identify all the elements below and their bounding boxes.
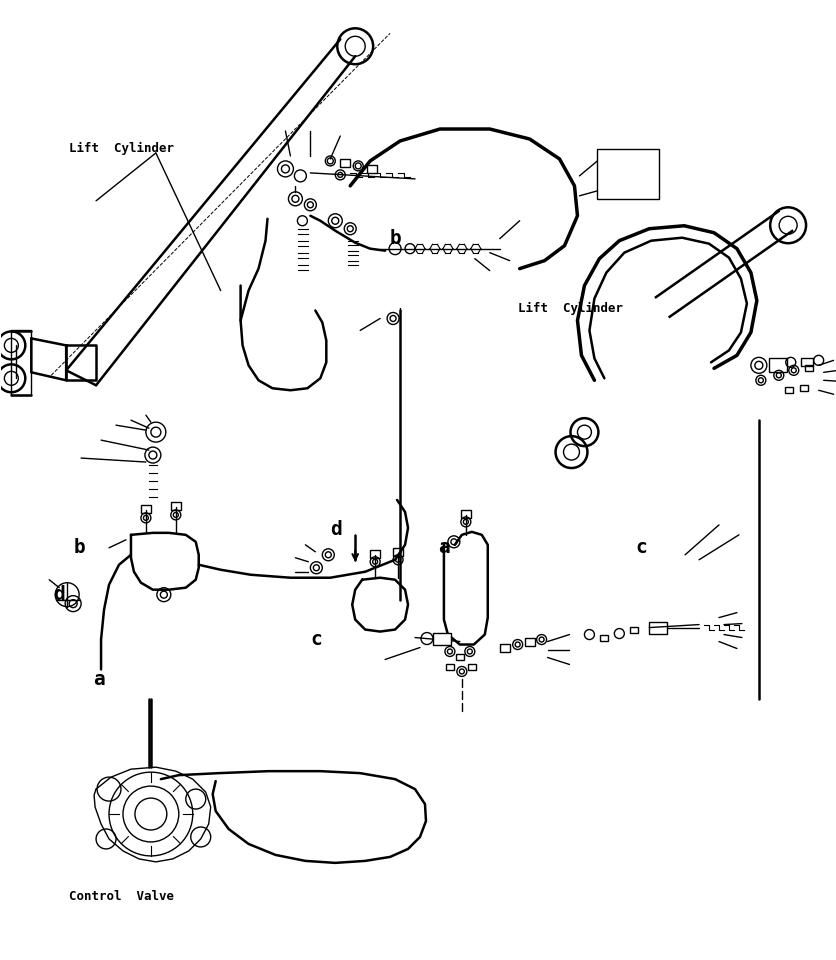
Bar bbox=[630, 627, 638, 633]
Bar bbox=[768, 358, 786, 372]
Bar bbox=[467, 664, 475, 670]
Bar bbox=[393, 548, 403, 556]
Bar bbox=[803, 366, 812, 372]
Bar bbox=[456, 655, 463, 660]
Bar bbox=[171, 502, 181, 510]
Text: a: a bbox=[93, 670, 104, 689]
Bar bbox=[499, 643, 509, 652]
Text: d: d bbox=[330, 520, 342, 540]
Bar bbox=[340, 159, 349, 167]
Bar bbox=[446, 664, 453, 670]
Bar bbox=[599, 635, 608, 640]
Text: c: c bbox=[635, 539, 646, 558]
Bar bbox=[432, 633, 451, 644]
Bar bbox=[784, 387, 792, 394]
Text: Lift  Cylinder: Lift Cylinder bbox=[517, 302, 622, 315]
Text: c: c bbox=[310, 630, 322, 649]
Text: b: b bbox=[73, 539, 84, 558]
Bar bbox=[140, 505, 150, 513]
Text: b: b bbox=[390, 229, 401, 249]
Text: d: d bbox=[54, 586, 65, 604]
Text: a: a bbox=[437, 539, 449, 558]
Bar bbox=[524, 637, 534, 645]
Bar bbox=[800, 358, 812, 367]
Bar bbox=[367, 165, 377, 173]
Text: Control  Valve: Control Valve bbox=[69, 890, 174, 903]
Bar bbox=[597, 149, 659, 199]
Bar bbox=[370, 550, 380, 558]
Bar bbox=[461, 510, 471, 517]
Bar bbox=[798, 385, 807, 392]
Text: Lift  Cylinder: Lift Cylinder bbox=[69, 142, 174, 156]
Bar bbox=[649, 621, 666, 634]
